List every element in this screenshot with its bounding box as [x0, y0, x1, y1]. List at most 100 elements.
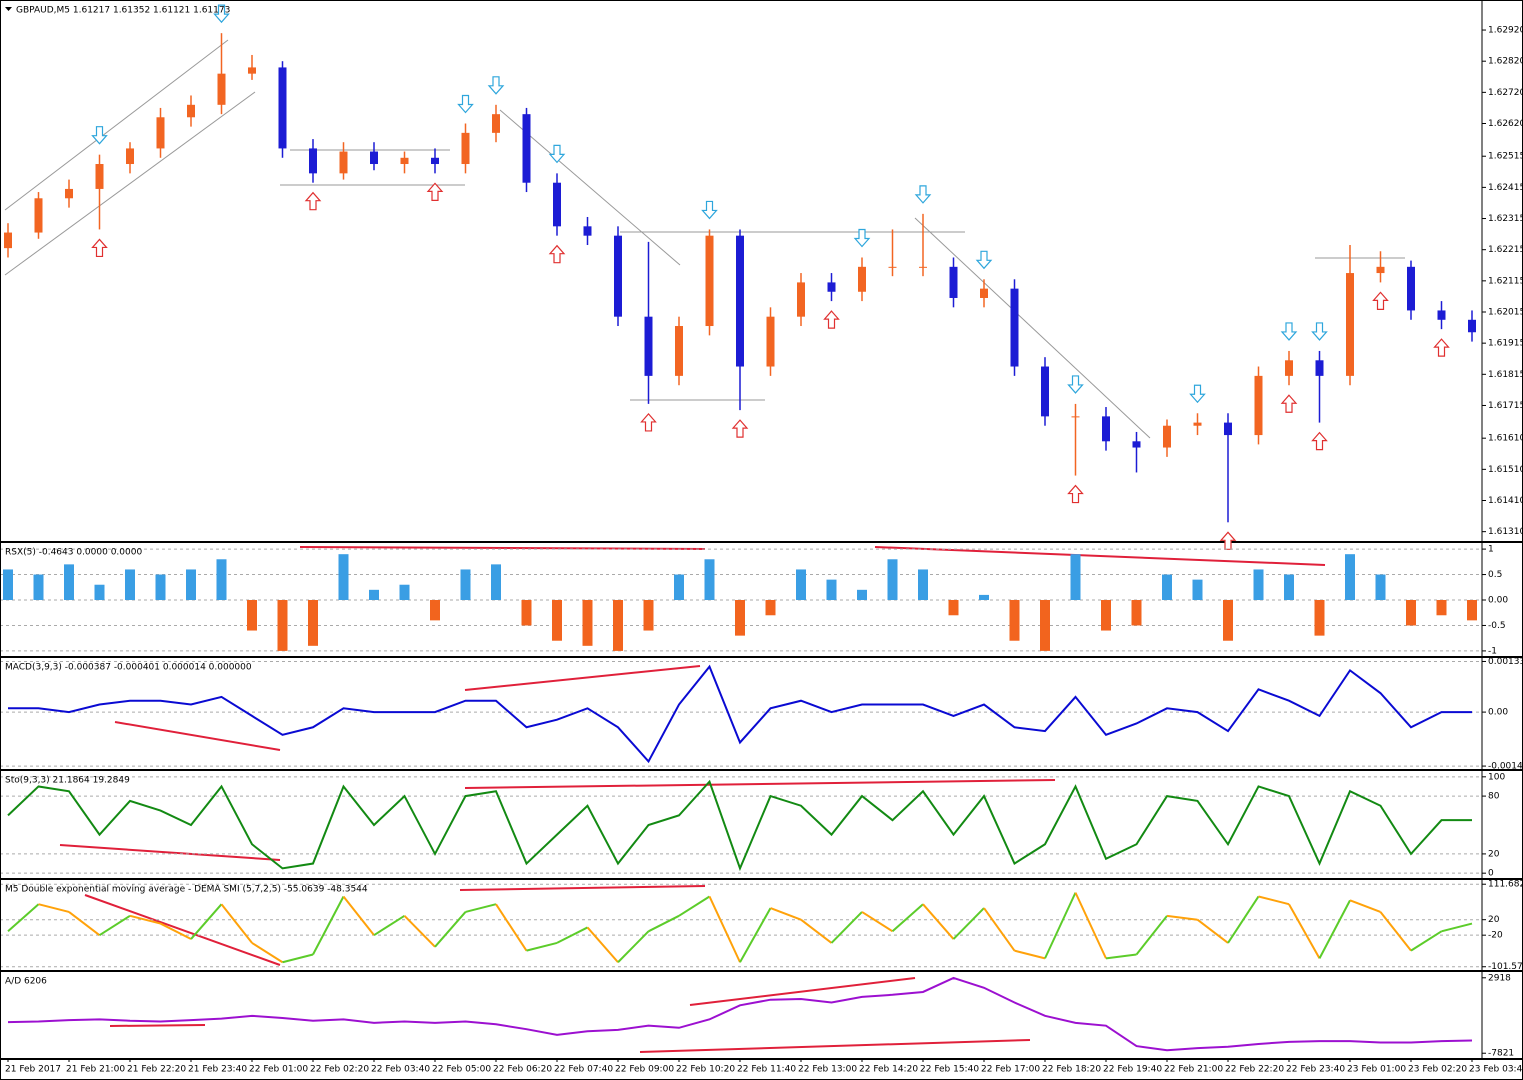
indicator-segment	[1135, 915, 1168, 956]
y-tick-label: 80	[1488, 792, 1500, 802]
x-tick-label: 23 Feb 02:20	[1408, 1065, 1467, 1075]
candle-body	[827, 282, 836, 292]
x-tick-label: 22 Feb 09:00	[615, 1065, 674, 1075]
candle-body	[919, 266, 927, 268]
histogram-bar	[1284, 574, 1294, 600]
indicator-segment	[7, 903, 40, 933]
y-tick-label: 20	[1488, 849, 1500, 859]
candle-body	[766, 316, 775, 367]
indicator-segment	[922, 903, 955, 940]
candle-body	[217, 73, 226, 105]
indicator-line	[8, 664, 1472, 764]
indicator-segment	[861, 911, 894, 933]
histogram-bar	[1436, 600, 1447, 616]
buy-arrow	[304, 191, 322, 211]
candle-body	[34, 198, 43, 233]
divergence-line	[639, 1039, 1031, 1053]
indicator-segment	[526, 941, 558, 952]
x-tick-label: 21 Feb 23:40	[188, 1065, 247, 1075]
histogram-bar	[521, 600, 532, 626]
indicator-segment	[678, 895, 711, 917]
candle-body	[370, 151, 378, 165]
y-tick-label: 1.62215	[1488, 245, 1523, 255]
candle-body	[858, 266, 866, 292]
histogram-bar	[948, 600, 959, 616]
candle-body	[1437, 310, 1446, 320]
histogram-bar	[1314, 600, 1325, 636]
y-tick-label: 20	[1488, 915, 1500, 925]
indicator-segment	[68, 911, 101, 936]
indicator-segment	[830, 911, 863, 944]
sell-arrow	[914, 185, 932, 204]
indicator-segment	[373, 914, 406, 937]
histogram-bar	[338, 554, 349, 600]
x-tick-label: 22 Feb 15:40	[920, 1065, 979, 1075]
histogram-bar	[1467, 600, 1477, 621]
indicator-segment	[282, 953, 314, 964]
trendlines	[4, 39, 1405, 1053]
x-tick-label: 22 Feb 03:40	[371, 1065, 430, 1075]
pane-title: M5 Double exponential moving average - D…	[5, 885, 368, 895]
indicator-line	[7, 779, 1472, 872]
y-tick-label: 1.62315	[1488, 214, 1523, 224]
x-tick-label: 21 Feb 21:00	[66, 1065, 125, 1075]
trendline	[914, 217, 1151, 439]
indicator-segment	[190, 903, 223, 940]
indicator-segment	[38, 903, 70, 913]
y-tick-label: 1.62720	[1488, 88, 1523, 98]
y-tick-label: 1.61915	[1488, 339, 1523, 349]
candle-body	[705, 235, 714, 327]
x-tick-label: 22 Feb 05:00	[432, 1065, 491, 1075]
histogram-bar	[1040, 600, 1050, 651]
candle-body	[583, 226, 592, 236]
candle-body	[248, 67, 256, 74]
y-tick-label: -0.001423	[1488, 762, 1523, 772]
candle-body	[949, 266, 958, 298]
y-tick-label: 2918	[1488, 973, 1511, 983]
x-tick-label: 22 Feb 18:20	[1042, 1065, 1101, 1075]
buy-arrow	[731, 419, 749, 438]
y-tick-label: 1.61310	[1488, 527, 1523, 537]
x-tick-label: 22 Feb 19:40	[1103, 1065, 1162, 1075]
indicator-segment	[1288, 903, 1321, 959]
indicator-segment	[98, 914, 131, 937]
histogram-bar	[247, 600, 257, 631]
histogram-bar	[1406, 600, 1416, 626]
candle-body	[339, 151, 348, 174]
divergence-line	[109, 1024, 206, 1027]
sell-arrow	[701, 200, 718, 220]
y-tick-label: 0.00	[1488, 708, 1508, 718]
histogram-bar	[674, 574, 684, 600]
y-tick-label: -20	[1488, 931, 1503, 941]
candle-body	[4, 232, 12, 249]
y-tick-label: -0.5	[1488, 621, 1506, 631]
buy-arrow	[823, 310, 840, 329]
candle-body	[461, 132, 470, 165]
candle-body	[187, 104, 195, 118]
x-tick-label: 22 Feb 22:20	[1225, 1065, 1284, 1075]
candle-body	[736, 235, 744, 367]
histogram-bar	[796, 569, 806, 600]
indicator-segment	[312, 896, 345, 955]
histogram-bar	[399, 584, 410, 600]
divergence-line	[84, 894, 281, 966]
y-tick-label: -1	[1488, 646, 1497, 656]
sell-arrow	[975, 250, 993, 270]
candle-body	[1254, 375, 1263, 436]
candle-body	[1285, 360, 1293, 376]
y-tick-label: 100	[1488, 772, 1505, 782]
histogram-bar	[369, 589, 379, 600]
divergence-line	[689, 977, 916, 1006]
indicator-segment	[800, 918, 833, 944]
sell-arrow	[1067, 375, 1084, 394]
histogram-bar	[1375, 574, 1386, 600]
indicator-line	[7, 976, 1473, 1052]
x-tick-label: 22 Feb 13:00	[798, 1065, 857, 1075]
candle-body	[126, 148, 134, 165]
buy-arrow	[640, 413, 657, 432]
y-tick-label: 1.61715	[1488, 401, 1523, 411]
candle-body	[1346, 273, 1354, 376]
histogram-bar	[552, 600, 562, 641]
indicator-segment	[1441, 922, 1473, 933]
